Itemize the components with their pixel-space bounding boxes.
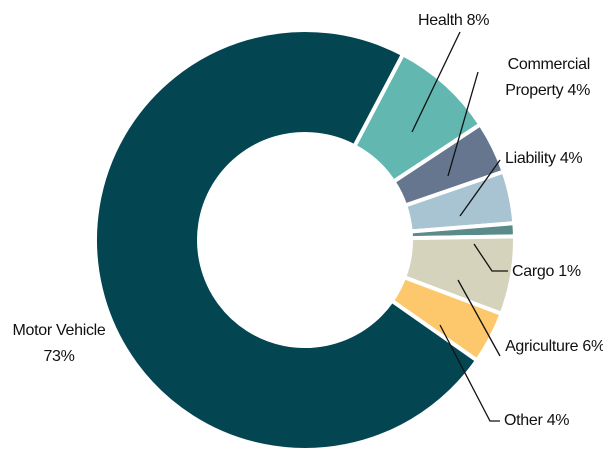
data-label: Health 8%: [418, 8, 528, 34]
donut-segment: [93, 28, 480, 450]
value-label: 73%: [43, 348, 75, 365]
value-label: 4%: [546, 412, 570, 429]
category-label: Cargo: [512, 263, 555, 280]
leader-line: [459, 159, 501, 217]
category-label: Other: [504, 412, 543, 429]
data-label: Motor Vehicle 73%: [0, 318, 118, 370]
leader-line: [411, 31, 461, 133]
leader-line: [439, 324, 500, 422]
data-label: Other 4%: [504, 408, 594, 434]
data-label: Agriculture 6%: [505, 334, 603, 360]
category-label: Liability: [505, 150, 556, 167]
data-label: Liability 4%: [505, 146, 603, 172]
value-label: 8%: [466, 12, 490, 29]
data-label: Cargo 1%: [512, 259, 602, 285]
leader-line: [447, 71, 479, 177]
category-label: Agriculture: [505, 338, 579, 355]
category-label: Motor Vehicle: [12, 322, 106, 339]
category-label: Commercial Property: [505, 56, 590, 99]
value-label: 4%: [559, 150, 583, 167]
value-label: 4%: [567, 82, 590, 99]
leader-line: [457, 279, 501, 357]
value-label: 1%: [558, 263, 581, 280]
category-label: Health: [418, 12, 463, 29]
value-label: 6%: [582, 338, 603, 355]
data-label: Commercial Property 4%: [478, 52, 590, 104]
leader-line: [473, 243, 508, 272]
